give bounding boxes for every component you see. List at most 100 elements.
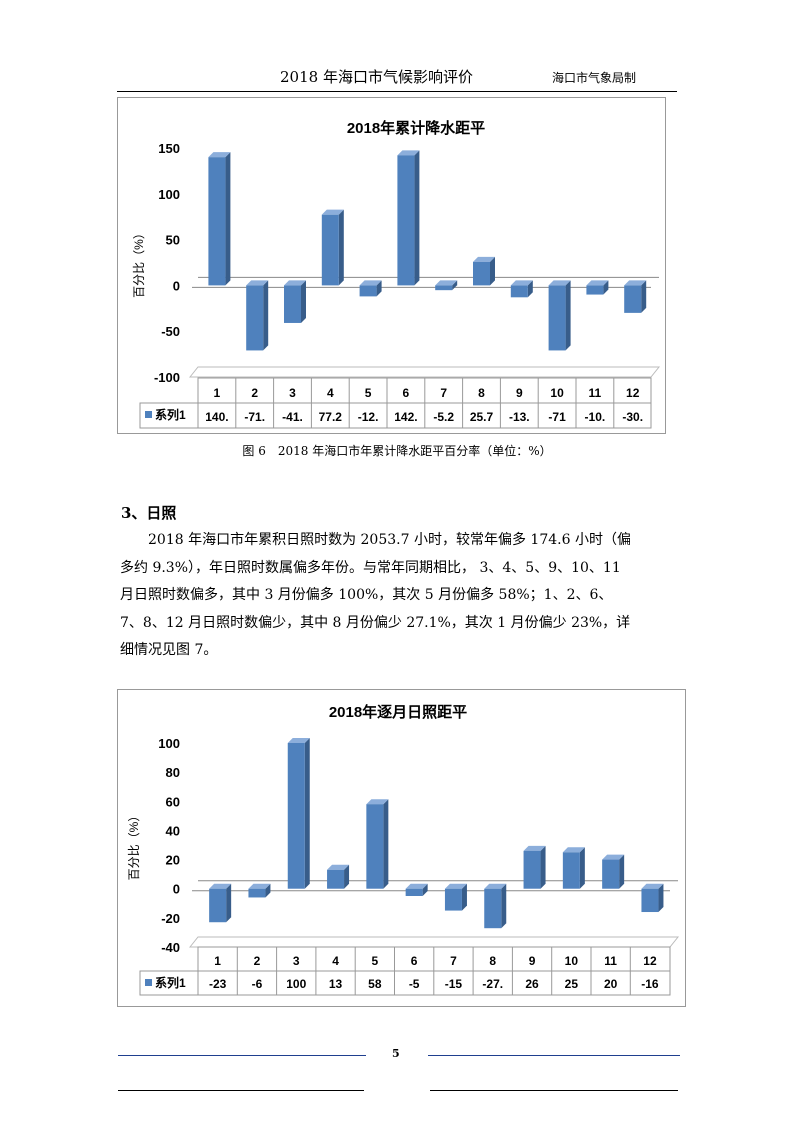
- x-category-label: 5: [372, 954, 379, 968]
- paragraph-line: 细情况见图 7。: [120, 642, 218, 658]
- bar-side: [461, 883, 467, 911]
- legend-marker: [145, 411, 152, 418]
- bar-top: [287, 738, 310, 743]
- bar-top: [510, 280, 533, 286]
- footer-line-left: [118, 1055, 366, 1056]
- bar: [209, 888, 227, 923]
- bar: [444, 888, 462, 911]
- paragraph-line: 2018 年海口市年累积日照时数为 2053.7 小时，较常年偏多 174.6 …: [120, 532, 631, 548]
- bar-top: [321, 209, 344, 215]
- data-label: 58: [368, 977, 382, 991]
- paragraph-line: 7、8、12 月日照时数偏少，其中 8 月份偏少 27.1%，其次 1 月份偏少…: [120, 614, 631, 631]
- y-axis-title: 百分比（%）: [127, 810, 141, 881]
- bar-top: [209, 883, 232, 889]
- y-tick-label: 0: [173, 882, 180, 897]
- data-label: 25.7: [470, 410, 494, 424]
- bar-side: [565, 280, 571, 351]
- data-label: 100: [286, 977, 306, 991]
- bar-side: [338, 209, 344, 286]
- bar-side: [527, 280, 533, 298]
- x-category-label: 9: [516, 386, 523, 400]
- x-category-label: 3: [293, 954, 300, 968]
- bar-side: [641, 280, 647, 313]
- bar-top: [248, 883, 271, 889]
- bar-side: [490, 256, 495, 286]
- bar-top: [246, 280, 269, 286]
- bar-side: [619, 854, 625, 889]
- paragraph-line: 多约 9.3%），年日照时数属偏多年份。与常年同期相比， 3、4、5、9、10、…: [120, 559, 621, 576]
- y-tick-label: 40: [166, 823, 180, 838]
- y-axis-title: 百分比（%）: [132, 227, 146, 298]
- paragraph-line: 月日照时数偏多，其中 3 月份偏多 100%，其次 5 月份偏多 58%；1、2…: [120, 587, 613, 603]
- x-category-label: 12: [643, 954, 657, 968]
- bar: [586, 285, 604, 295]
- bar: [359, 285, 377, 297]
- data-label: -6: [252, 977, 263, 991]
- bar-top: [624, 280, 647, 286]
- bar: [562, 852, 580, 889]
- bar: [435, 285, 453, 291]
- bar-top: [397, 150, 420, 156]
- bar-side: [501, 883, 507, 929]
- data-label: -71: [548, 410, 566, 424]
- data-table-legend-cell: [139, 970, 199, 996]
- bar-side: [301, 280, 306, 323]
- bar-side: [225, 152, 231, 286]
- bar-top: [562, 847, 585, 853]
- bar-side: [414, 150, 420, 286]
- x-category-label: 4: [327, 386, 334, 400]
- x-category-label: 7: [440, 386, 447, 400]
- figure-6-caption: 图 6 2018 年海口市年累计降水距平百分率（单位：%）: [242, 444, 552, 458]
- bar-top: [602, 854, 625, 860]
- y-tick-label: 100: [158, 187, 180, 202]
- y-tick-label: 50: [166, 233, 180, 248]
- x-category-label: 11: [589, 386, 602, 400]
- data-label: -12.: [358, 410, 379, 424]
- bar-top: [435, 280, 458, 286]
- bar-top: [284, 280, 306, 286]
- data-label: -30.: [622, 410, 643, 424]
- y-tick-label: 60: [166, 794, 180, 809]
- bar: [405, 888, 423, 896]
- x-category-label: 10: [550, 386, 564, 400]
- bar: [523, 850, 541, 889]
- page-number: 5: [392, 1047, 400, 1060]
- x-category-label: 8: [489, 954, 496, 968]
- bar: [366, 804, 384, 889]
- bar: [397, 155, 415, 286]
- x-category-label: 1: [214, 954, 221, 968]
- x-category-label: 6: [411, 954, 418, 968]
- bar-side: [265, 883, 271, 898]
- data-label: -71.: [244, 410, 265, 424]
- data-label: 140.: [205, 410, 228, 424]
- data-label: 26: [525, 977, 539, 991]
- bar-side: [452, 280, 458, 291]
- chart-title: 2018年累计降水距平: [347, 119, 485, 137]
- footer-rule-left: [118, 1090, 364, 1091]
- data-label: -27.: [482, 977, 503, 991]
- bar: [246, 285, 264, 351]
- y-tick-label: -40: [161, 940, 180, 955]
- data-label: -16: [641, 977, 659, 991]
- bar-side: [540, 845, 546, 889]
- x-category-label: 8: [478, 386, 485, 400]
- chart-precipitation: 2018年累计降水距平 百分比（%） 150 100 50 0 -50 -100 系列1 1 140…: [117, 97, 666, 434]
- header-org: 海口市气象局制: [552, 71, 637, 85]
- bar-top: [523, 845, 546, 851]
- bar: [248, 888, 266, 898]
- bar: [484, 888, 502, 929]
- chart-sunshine: 2018年逐月日照距平 百分比（%） 100 80 60 40 20 0 -20 -40 系列1 1 -…: [117, 689, 686, 1007]
- bar-top: [484, 883, 507, 889]
- y-tick-label: 150: [158, 141, 180, 156]
- x-category-label: 2: [254, 954, 261, 968]
- x-category-label: 4: [332, 954, 339, 968]
- bar: [321, 214, 339, 286]
- bar-side: [226, 883, 232, 923]
- x-category-label: 2: [251, 386, 258, 400]
- chart-floor: [188, 366, 661, 378]
- data-label: -23: [209, 977, 227, 991]
- bar-top: [548, 280, 571, 286]
